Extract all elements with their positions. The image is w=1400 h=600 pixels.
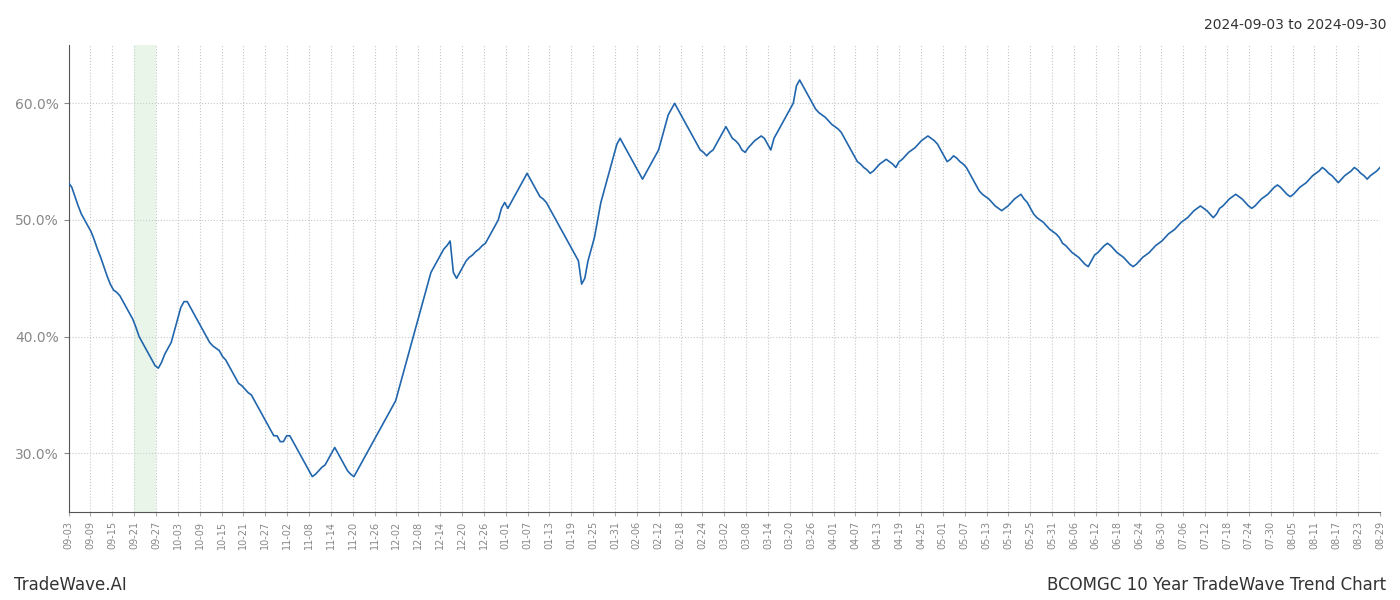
Bar [134, 45, 155, 512]
Text: BCOMGC 10 Year TradeWave Trend Chart: BCOMGC 10 Year TradeWave Trend Chart [1047, 576, 1386, 594]
Text: TradeWave.AI: TradeWave.AI [14, 576, 127, 594]
Text: 2024-09-03 to 2024-09-30: 2024-09-03 to 2024-09-30 [1204, 18, 1386, 32]
